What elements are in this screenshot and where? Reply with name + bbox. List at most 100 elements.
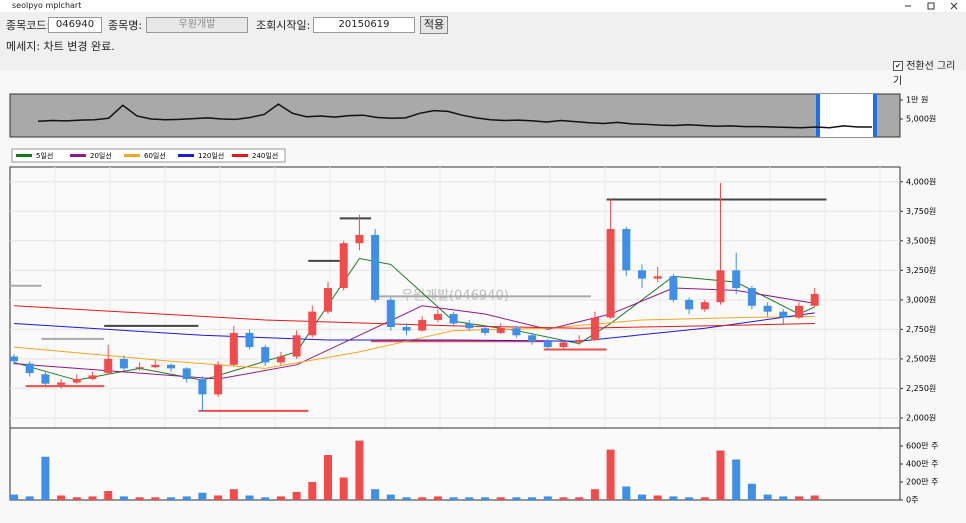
volume-bar [685, 497, 694, 500]
candle-body [57, 382, 66, 385]
volume-bar [512, 497, 521, 500]
candle-body [119, 358, 128, 369]
volume-bar [386, 494, 395, 500]
name-label: 종목명: [108, 19, 143, 32]
candle-body [245, 332, 254, 348]
volume-bar [229, 489, 238, 500]
volume-bar [198, 492, 207, 500]
message: 메세지: 차트 변경 완료. [6, 40, 115, 53]
volume-bar [747, 483, 756, 500]
candle-body [512, 328, 521, 336]
candle-body [418, 319, 427, 331]
candle-body [88, 375, 97, 379]
candle-body [151, 364, 160, 368]
volume-bar [606, 449, 615, 500]
y-tick-label: 0주 [906, 496, 918, 505]
volume-bar [638, 494, 646, 500]
candle-body [386, 299, 395, 328]
date-input[interactable]: 20150619 [313, 17, 415, 33]
checkbox[interactable]: ✔ [893, 61, 903, 71]
volume-bar [308, 482, 317, 500]
volume-bar [653, 495, 662, 500]
window-controls[interactable] [900, 0, 966, 12]
volume-bar [700, 497, 709, 500]
volume-bar [135, 497, 144, 500]
candle-body [292, 335, 301, 357]
volume-bar [245, 495, 254, 500]
y-tick-label: 5,000원 [906, 114, 936, 123]
candle-body [653, 276, 662, 279]
volume-bar [324, 455, 332, 500]
legend-label: 60일선 [144, 151, 166, 160]
volume-bar [575, 497, 584, 500]
volume-bar [371, 489, 380, 500]
candle-body [747, 288, 756, 306]
volume-bar [41, 456, 50, 500]
candle-body [324, 288, 332, 312]
y-tick-label: 200만 주 [906, 478, 939, 487]
candle-body [528, 335, 537, 342]
volume-bar [57, 495, 66, 500]
volume-bar [795, 496, 803, 500]
volume-bar [151, 497, 160, 500]
y-tick-label: 2,750원 [906, 325, 936, 334]
volume-bar [433, 496, 442, 500]
candle-body [810, 293, 819, 306]
volume-bar [355, 440, 364, 500]
y-tick-label: 3,250원 [906, 266, 936, 275]
candle-body [481, 328, 489, 333]
candle-body [449, 314, 458, 324]
volume-bar [25, 496, 34, 500]
legend-label: 5일선 [36, 151, 53, 160]
volume-bar [716, 450, 725, 500]
y-tick-label: 3,750원 [906, 207, 936, 216]
y-tick-label: 400만 주 [906, 460, 939, 469]
candle-body [779, 311, 788, 318]
candle-body [167, 364, 175, 369]
volume-bar [88, 496, 97, 500]
ma-line [13, 257, 815, 381]
candle-body [339, 243, 348, 289]
candle-body [214, 364, 223, 395]
code-input[interactable]: 046940 [48, 17, 102, 33]
candle-body [182, 368, 191, 379]
volume-bar [669, 496, 678, 500]
volume-bar [496, 497, 505, 500]
candle-body [795, 305, 803, 318]
apply-button[interactable]: 적용 [420, 16, 448, 34]
ma-line [13, 315, 815, 369]
candle-body [308, 311, 317, 336]
volume-bar [528, 497, 537, 500]
candle-body [763, 305, 772, 312]
candle-body [276, 356, 285, 363]
code-label: 종목코드: [6, 19, 51, 32]
candle-body [198, 378, 207, 395]
candle-body [104, 358, 113, 374]
volume-bar [10, 494, 18, 500]
volume-bar [72, 497, 81, 500]
candle-body [685, 299, 694, 310]
candle-body [41, 374, 50, 384]
volume-bar [214, 495, 223, 500]
volume-plot [9, 427, 901, 501]
candle-body [669, 276, 678, 300]
volume-bar [543, 496, 552, 500]
overview-selection [817, 94, 876, 137]
candle-body [638, 270, 646, 279]
candle-body [590, 317, 599, 341]
checkbox-label: 전환선 그리기 [893, 61, 956, 87]
y-tick-label: 2,250원 [906, 384, 936, 393]
volume-bar [763, 494, 772, 500]
volume-bar [167, 497, 175, 500]
ma-line [13, 312, 815, 342]
candle-body [72, 378, 81, 383]
candle-body [575, 340, 584, 343]
checkbox-row[interactable]: ✔ 전환선 그리기 [893, 57, 963, 87]
candle-body [622, 229, 631, 271]
volume-bar [465, 497, 474, 500]
candle-body [496, 328, 505, 333]
candle-body [433, 314, 442, 320]
volume-bar [418, 497, 427, 500]
legend-label: 120일선 [198, 151, 224, 160]
